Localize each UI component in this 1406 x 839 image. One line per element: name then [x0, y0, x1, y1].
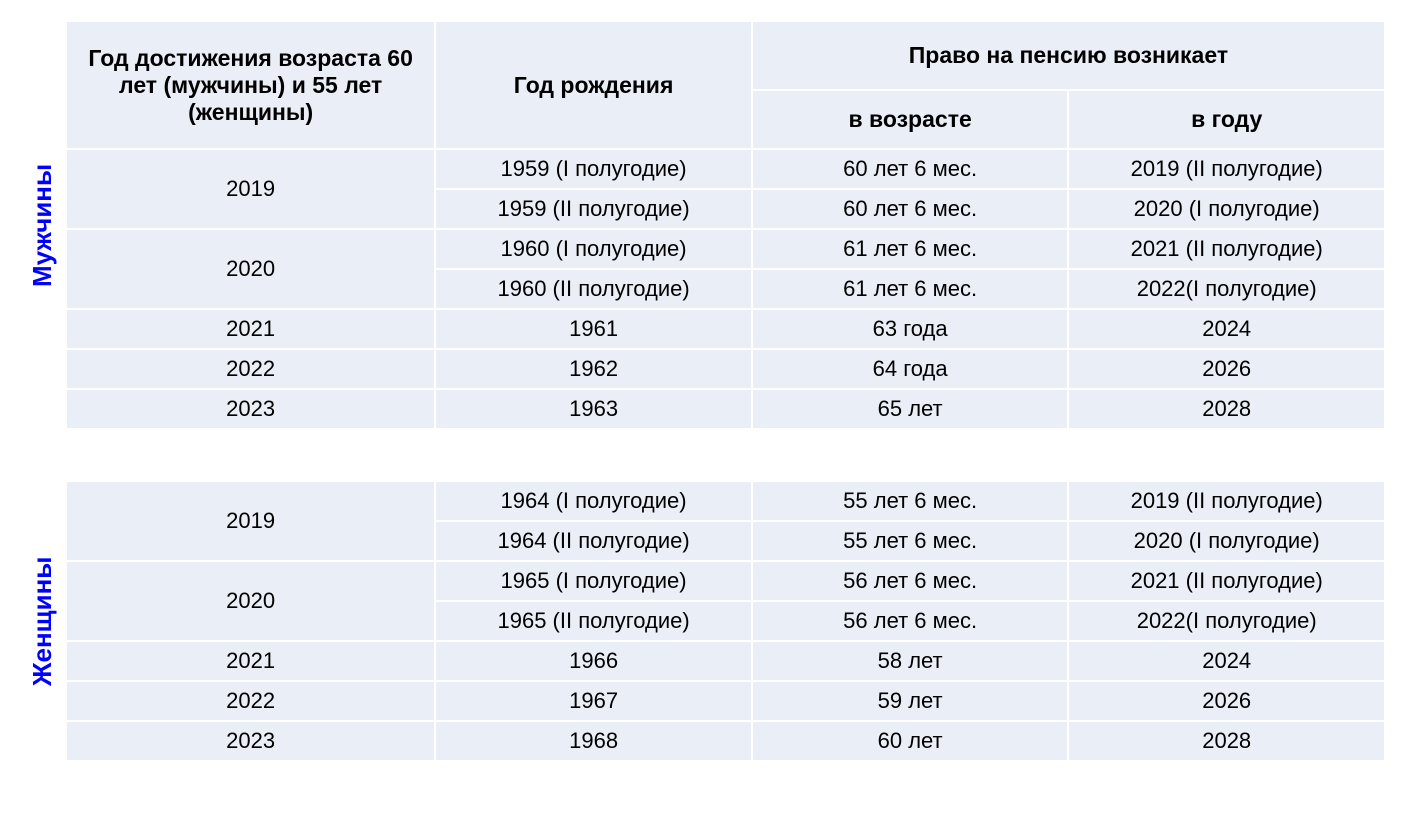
- year-cell: 2021: [66, 641, 435, 681]
- table-row: 2023196365 лет2028: [66, 389, 1385, 429]
- pension-year-cell: 2020 (I полугодие): [1068, 521, 1385, 561]
- birth-cell: 1968: [435, 721, 752, 761]
- table-row: 20201965 (I полугодие)56 лет 6 мес.2021 …: [66, 561, 1385, 601]
- age-cell: 55 лет 6 мес.: [752, 521, 1069, 561]
- year-cell: 2023: [66, 389, 435, 429]
- birth-cell: 1966: [435, 641, 752, 681]
- year-cell: 2023: [66, 721, 435, 761]
- year-cell: 2022: [66, 349, 435, 389]
- pension-year-cell: 2026: [1068, 349, 1385, 389]
- age-cell: 59 лет: [752, 681, 1069, 721]
- table-row: 20191959 (I полугодие)60 лет 6 мес.2019 …: [66, 149, 1385, 189]
- birth-cell: 1961: [435, 309, 752, 349]
- birth-cell: 1964 (I полугодие): [435, 481, 752, 521]
- pension-table-men: Год достижения возраста 60 лет (мужчины)…: [65, 20, 1386, 430]
- birth-cell: 1960 (II полугодие): [435, 269, 752, 309]
- birth-cell: 1960 (I полугодие): [435, 229, 752, 269]
- age-cell: 56 лет 6 мес.: [752, 601, 1069, 641]
- men-label: Мужчины: [20, 20, 65, 430]
- age-cell: 65 лет: [752, 389, 1069, 429]
- header-col3-sub1: в возрасте: [752, 90, 1069, 149]
- pension-year-cell: 2020 (I полугодие): [1068, 189, 1385, 229]
- table-row: 2022196759 лет2026: [66, 681, 1385, 721]
- birth-cell: 1963: [435, 389, 752, 429]
- table-row: 2021196163 года2024: [66, 309, 1385, 349]
- pension-year-cell: 2022(I полугодие): [1068, 269, 1385, 309]
- table-row: 2021196658 лет2024: [66, 641, 1385, 681]
- year-cell: 2022: [66, 681, 435, 721]
- pension-year-cell: 2028: [1068, 389, 1385, 429]
- age-cell: 61 лет 6 мес.: [752, 229, 1069, 269]
- age-cell: 55 лет 6 мес.: [752, 481, 1069, 521]
- pension-year-cell: 2019 (II полугодие): [1068, 481, 1385, 521]
- age-cell: 64 года: [752, 349, 1069, 389]
- pension-year-cell: 2021 (II полугодие): [1068, 229, 1385, 269]
- table-row: 20191964 (I полугодие)55 лет 6 мес.2019 …: [66, 481, 1385, 521]
- header-col2: Год рождения: [435, 21, 752, 149]
- header-col3-main: Право на пенсию возникает: [752, 21, 1385, 90]
- birth-cell: 1964 (II полугодие): [435, 521, 752, 561]
- year-cell: 2019: [66, 149, 435, 229]
- pension-year-cell: 2022(I полугодие): [1068, 601, 1385, 641]
- year-cell: 2020: [66, 229, 435, 309]
- year-cell: 2020: [66, 561, 435, 641]
- year-cell: 2019: [66, 481, 435, 561]
- pension-year-cell: 2026: [1068, 681, 1385, 721]
- birth-cell: 1959 (II полугодие): [435, 189, 752, 229]
- age-cell: 60 лет: [752, 721, 1069, 761]
- birth-cell: 1965 (II полугодие): [435, 601, 752, 641]
- pension-year-cell: 2019 (II полугодие): [1068, 149, 1385, 189]
- birth-cell: 1962: [435, 349, 752, 389]
- pension-year-cell: 2024: [1068, 309, 1385, 349]
- pension-year-cell: 2024: [1068, 641, 1385, 681]
- pension-year-cell: 2028: [1068, 721, 1385, 761]
- pension-table-women: 20191964 (I полугодие)55 лет 6 мес.2019 …: [65, 480, 1386, 762]
- table-row: 20201960 (I полугодие)61 лет 6 мес.2021 …: [66, 229, 1385, 269]
- age-cell: 60 лет 6 мес.: [752, 189, 1069, 229]
- table-row: 2022196264 года2026: [66, 349, 1385, 389]
- table-row: 2023196860 лет2028: [66, 721, 1385, 761]
- age-cell: 56 лет 6 мес.: [752, 561, 1069, 601]
- year-cell: 2021: [66, 309, 435, 349]
- birth-cell: 1967: [435, 681, 752, 721]
- birth-cell: 1965 (I полугодие): [435, 561, 752, 601]
- age-cell: 63 года: [752, 309, 1069, 349]
- pension-year-cell: 2021 (II полугодие): [1068, 561, 1385, 601]
- age-cell: 61 лет 6 мес.: [752, 269, 1069, 309]
- header-col1: Год достижения возраста 60 лет (мужчины)…: [66, 21, 435, 149]
- header-col3-sub2: в году: [1068, 90, 1385, 149]
- age-cell: 60 лет 6 мес.: [752, 149, 1069, 189]
- women-label: Женщины: [20, 480, 65, 762]
- age-cell: 58 лет: [752, 641, 1069, 681]
- birth-cell: 1959 (I полугодие): [435, 149, 752, 189]
